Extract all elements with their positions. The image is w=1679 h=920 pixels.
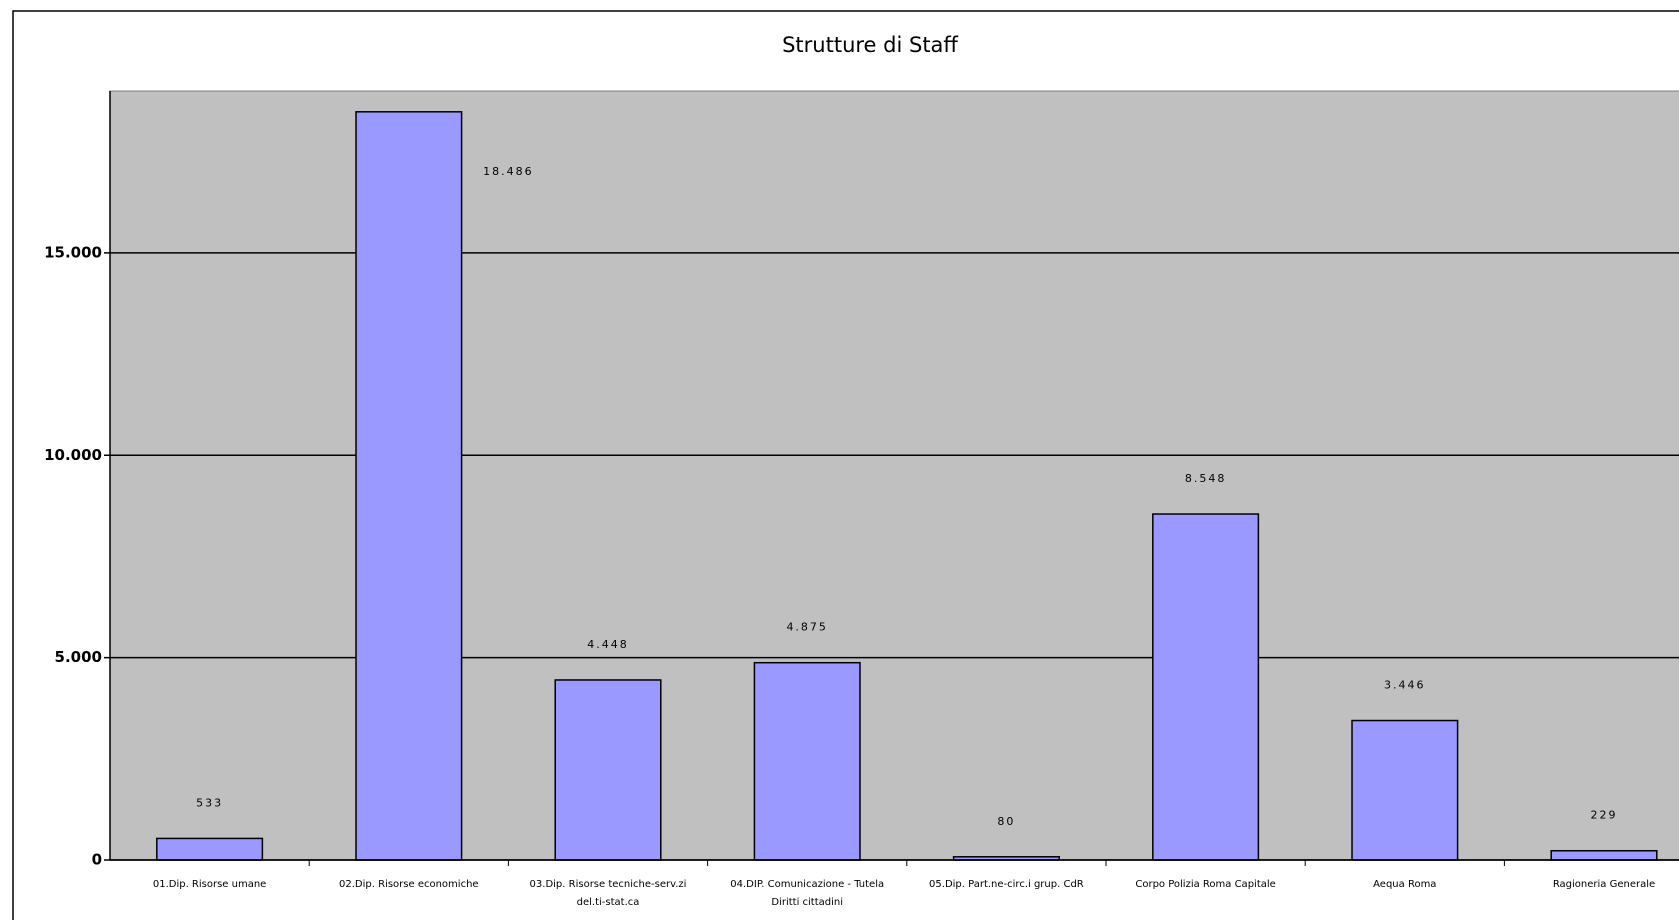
bar bbox=[753, 661, 861, 861]
value-label: 3.446 bbox=[1384, 679, 1426, 692]
chart-title: Strutture di Staff bbox=[782, 33, 958, 57]
x-tick-label: 05.Dip. Part.ne-circ.i grup. CdR bbox=[929, 879, 1084, 890]
value-label: 533 bbox=[196, 796, 223, 809]
y-tick-label: 0 bbox=[92, 851, 102, 869]
x-tick-label: Corpo Polizia Roma Capitale bbox=[1135, 879, 1275, 890]
y-tick-label: 15.000 bbox=[44, 243, 102, 261]
bar bbox=[355, 111, 463, 861]
bar bbox=[156, 837, 264, 861]
value-label: 229 bbox=[1591, 809, 1618, 822]
x-tick-label: Aequa Roma bbox=[1373, 879, 1436, 890]
bar bbox=[554, 679, 662, 861]
x-tick-label: 04.DIP. Comunicazione - Tutela Diritti ci… bbox=[730, 879, 884, 908]
x-tick-label: 03.Dip. Risorse tecniche-serv.zi del.ti-s… bbox=[530, 879, 687, 908]
x-tick-label: 01.Dip. Risorse umane bbox=[153, 879, 267, 890]
value-label: 8.548 bbox=[1185, 472, 1227, 485]
bar bbox=[1550, 849, 1658, 861]
y-tick-label: 10.000 bbox=[44, 446, 102, 464]
x-tick-label: Ragioneria Generale bbox=[1553, 879, 1655, 890]
value-label: 4.875 bbox=[786, 621, 828, 634]
x-tick-label: 02.Dip. Risorse economiche bbox=[339, 879, 479, 890]
bar bbox=[1152, 513, 1260, 861]
bar bbox=[1351, 719, 1459, 861]
value-label: 4.448 bbox=[587, 638, 629, 651]
y-tick-label: 5.000 bbox=[55, 648, 102, 666]
value-label: 80 bbox=[997, 815, 1015, 828]
value-label: 18.486 bbox=[483, 165, 534, 178]
